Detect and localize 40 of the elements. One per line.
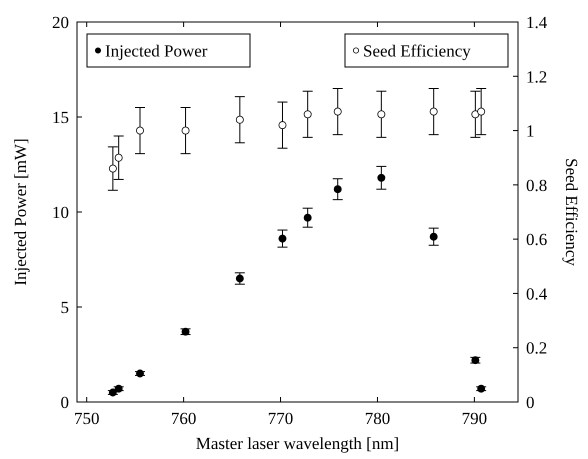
point [236, 116, 244, 124]
point [304, 110, 312, 118]
point [108, 164, 117, 173]
point [278, 121, 286, 130]
point [377, 110, 386, 118]
y2-tick-label: 0 [526, 393, 534, 412]
point [278, 234, 286, 243]
point [334, 108, 342, 116]
legend-label: Injected Power [105, 42, 208, 60]
point [236, 274, 244, 282]
legend-label: Seed Efficiency [363, 42, 472, 60]
y-tick-label: 15 [52, 108, 69, 127]
point [304, 214, 312, 222]
point [477, 108, 486, 116]
point [182, 126, 190, 135]
x-tick-label: 760 [170, 409, 196, 428]
point [430, 108, 438, 116]
y2-tick-label: 1 [526, 122, 534, 141]
y2-tick-label: 1.4 [526, 13, 548, 32]
x-tick-label: 780 [364, 409, 390, 428]
y2-axis-title: Seed Efficiency [562, 158, 581, 266]
x-axis-title: Master laser wavelength [nm] [196, 434, 400, 453]
y2-tick-label: 0.6 [526, 230, 548, 250]
point [136, 126, 144, 135]
point [114, 154, 123, 162]
y2-tick-label: 0.2 [526, 338, 548, 358]
y-tick-label: 20 [52, 13, 69, 32]
x-tick-label: 790 [462, 409, 488, 428]
point [430, 232, 438, 241]
y2-tick-label: 0.4 [526, 284, 548, 304]
y-tick-label: 5 [60, 298, 69, 317]
y-axis-title: Injected Power [mW] [11, 138, 30, 286]
point [377, 174, 386, 182]
y2-tick-label: 1.2 [526, 67, 548, 86]
point [334, 185, 342, 194]
y-tick-label: 0 [60, 393, 69, 412]
x-tick-label: 770 [268, 409, 294, 428]
x-tick-label: 750 [74, 409, 100, 428]
y2-tick-label: 0.8 [526, 176, 548, 195]
y-tick-label: 10 [52, 203, 69, 222]
